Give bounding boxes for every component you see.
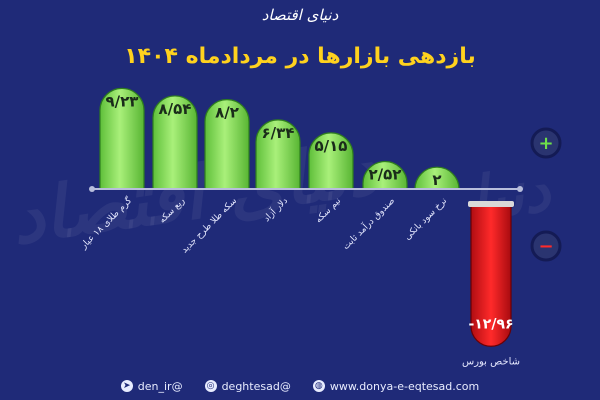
category-label-7: شاخص بورس — [462, 356, 520, 367]
category-label-3: دلار آزاد — [261, 195, 290, 224]
value-label-2: ۸/۲ — [215, 104, 239, 122]
footer-instagram-text: deghtesad@ — [221, 379, 291, 393]
footer-item-telegram[interactable]: ➤ den_ir@ — [120, 379, 183, 393]
svg-text:+: + — [538, 133, 553, 154]
value-label-6: ۲ — [432, 171, 441, 189]
footer-item-instagram[interactable]: ◎ deghtesad@ — [204, 379, 291, 393]
bar-3 — [255, 119, 301, 190]
value-label-3: ۶/۳۴ — [262, 124, 295, 142]
value-label-4: ۵/۱۵ — [315, 137, 348, 155]
brand-logo: دنیای اقتصاد — [261, 6, 339, 24]
chart-title: بازدهی بازارها در مردادماه ۱۴۰۴ — [124, 44, 476, 69]
minus-icon: − — [530, 230, 562, 262]
category-label-1: ربع سکه — [158, 196, 188, 226]
baseline-end-dot — [517, 186, 523, 192]
footer-item-website[interactable]: ◍ www.donya-e-eqtesad.com — [312, 379, 480, 393]
category-label-2: سکه طلا طرح جدید — [180, 196, 239, 255]
value-label-5: ۲/۵۲ — [369, 166, 402, 184]
category-label-6: نرخ سود بانکی — [403, 196, 449, 242]
value-label-1: ۸/۵۴ — [159, 100, 192, 118]
telegram-icon: ➤ — [120, 380, 133, 392]
footer-website-text: www.donya-e-eqtesad.com — [329, 379, 480, 393]
category-label-5: صندوق درآمد ثابت — [340, 195, 397, 252]
bar-0 — [99, 87, 145, 190]
bar-2 — [204, 99, 250, 190]
footer-telegram-text: den_ir@ — [137, 379, 183, 393]
globe-icon: ◍ — [312, 380, 325, 392]
value-label-7: -۱۲/۹۶ — [468, 316, 513, 332]
bar-cap — [468, 201, 514, 207]
value-label-0: ۹/۲۳ — [106, 92, 139, 110]
bar-5 — [362, 160, 408, 190]
plus-icon: + — [530, 127, 562, 159]
bar-4 — [308, 132, 354, 190]
bar-7 — [470, 204, 512, 347]
category-label-4: نیم سکه — [314, 196, 343, 225]
bar-1 — [152, 95, 198, 190]
footer: ➤ den_ir@ ◎ deghtesad@ ◍ www.donya-e-eqt… — [0, 372, 600, 400]
category-label-0: گرم طلای ۱۸ عیار — [77, 194, 135, 252]
instagram-icon: ◎ — [204, 380, 217, 392]
bar-6 — [414, 166, 460, 190]
svg-text:−: − — [538, 236, 553, 257]
baseline-end-dot — [89, 186, 95, 192]
